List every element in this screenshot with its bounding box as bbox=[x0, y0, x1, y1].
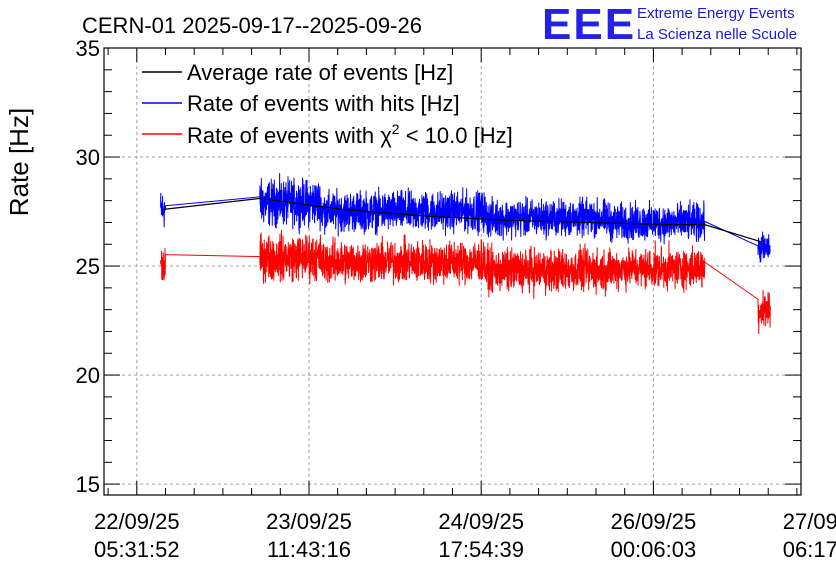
y-tick-label: 15 bbox=[76, 472, 100, 497]
tick-layer: 15 20 25 30 35 22/09/25 05:31:52 23/09/25 11:43:… bbox=[76, 36, 836, 562]
x-tick-label-date: 26/09/25 bbox=[611, 509, 697, 534]
chart-title: CERN-01 2025-09-17--2025-09-26 bbox=[82, 13, 422, 38]
series-line-average bbox=[163, 197, 763, 243]
legend: Average rate of events [Hz] Rate of even… bbox=[142, 60, 513, 148]
x-tick-label-date: 27/09/25 bbox=[783, 509, 836, 534]
y-tick-label: 30 bbox=[76, 145, 100, 170]
x-tick-label-time: 06:17:26 bbox=[783, 537, 836, 562]
series-line-hits bbox=[160, 173, 771, 263]
y-axis-label: Rate [Hz] bbox=[4, 108, 34, 216]
logo-line1: Extreme Energy Events bbox=[637, 5, 795, 22]
x-tick-label-date: 23/09/25 bbox=[266, 509, 352, 534]
x-tick-label-date: 24/09/25 bbox=[438, 509, 524, 534]
x-tick-label-date: 22/09/25 bbox=[94, 509, 180, 534]
series-layer bbox=[160, 173, 771, 335]
y-tick-label: 20 bbox=[76, 363, 100, 388]
x-tick-label-time: 17:54:39 bbox=[438, 537, 524, 562]
legend-chi2-exponent: 2 bbox=[392, 121, 400, 137]
legend-label-hits: Rate of events with hits [Hz] bbox=[187, 91, 460, 116]
logo-text: EEE bbox=[542, 0, 636, 49]
series-line-chi2 bbox=[160, 229, 771, 335]
eee-logo: EEE Extreme Energy Events La Scienza nel… bbox=[542, 0, 797, 49]
x-tick-label-time: 00:06:03 bbox=[611, 537, 697, 562]
legend-chi2-suffix: < 10.0 [Hz] bbox=[400, 123, 513, 148]
legend-chi2-symbol: χ bbox=[380, 123, 392, 148]
logo-line2: La Scienza nelle Scuole bbox=[637, 26, 797, 43]
legend-label-chi2: Rate of events with χ2 < 10.0 [Hz] bbox=[187, 121, 513, 148]
x-tick-label-time: 05:31:52 bbox=[94, 537, 180, 562]
y-tick-label: 25 bbox=[76, 254, 100, 279]
y-tick-label: 35 bbox=[76, 36, 100, 61]
legend-label-average: Average rate of events [Hz] bbox=[187, 60, 453, 85]
x-tick-label-time: 11:43:16 bbox=[267, 537, 351, 562]
legend-chi2-prefix: Rate of events with bbox=[187, 123, 380, 148]
